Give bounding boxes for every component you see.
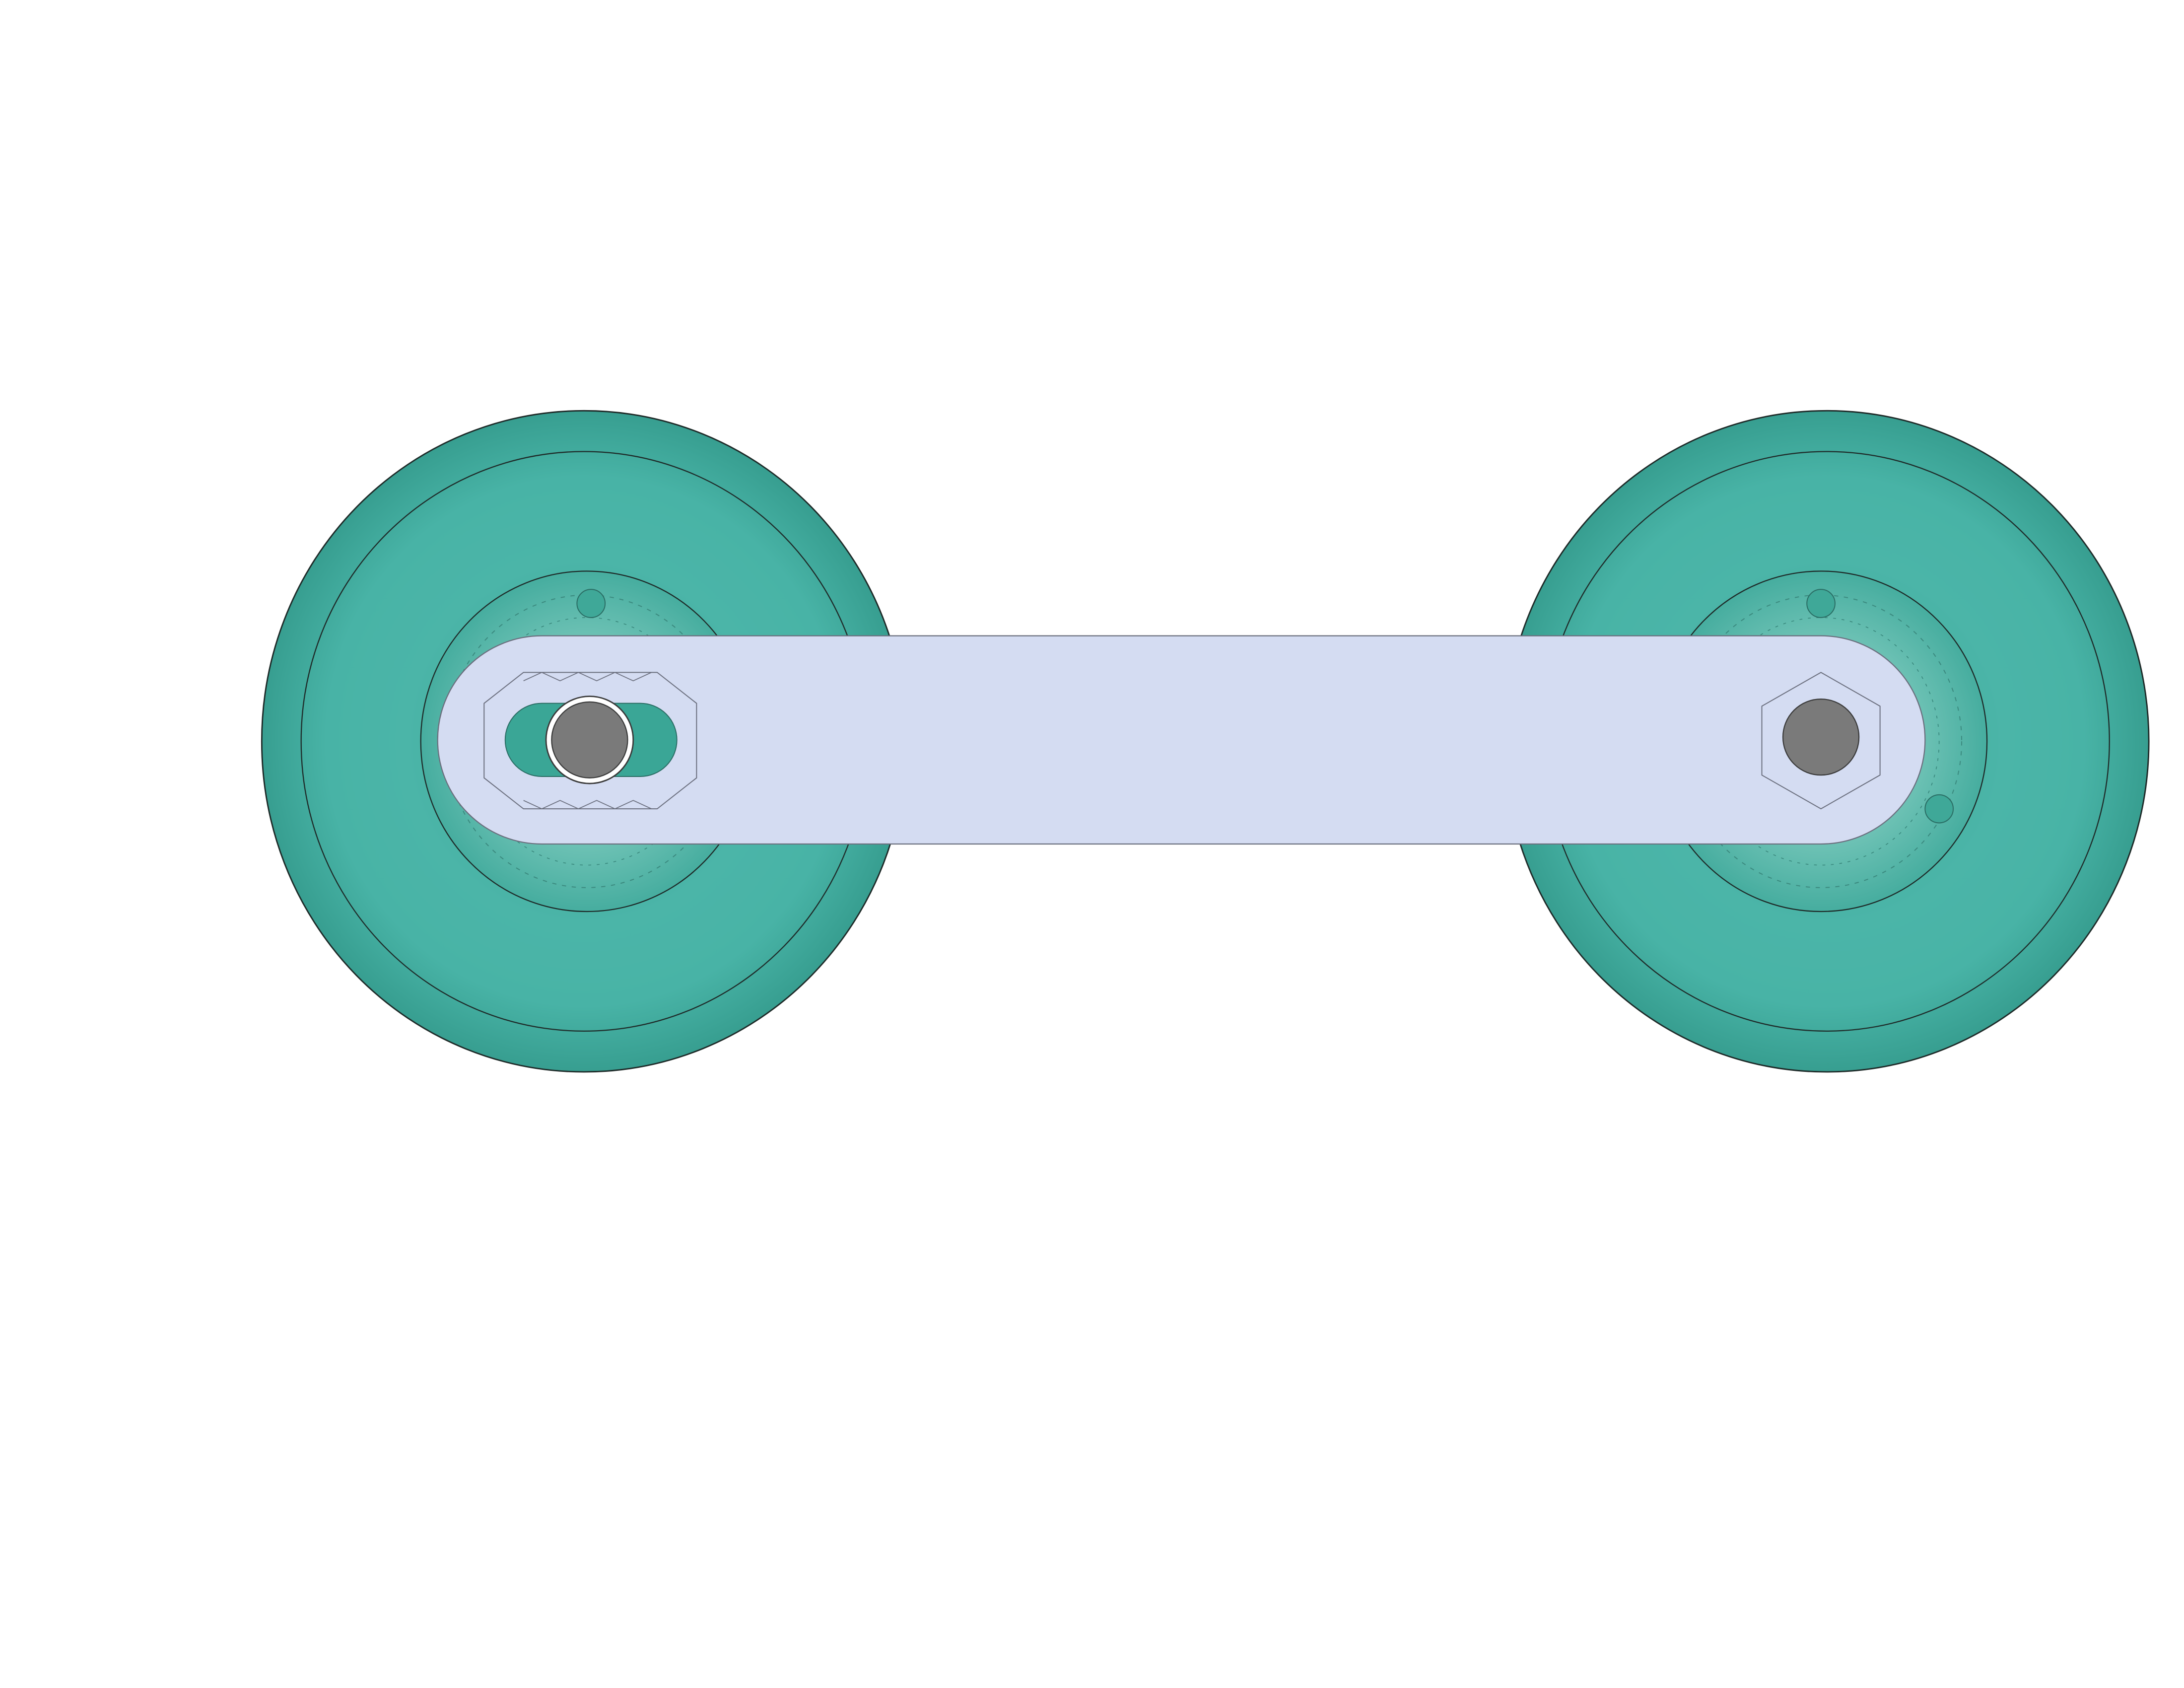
right-hex-nut-outline	[1761, 672, 1881, 810]
left-hex-nut-outline	[483, 672, 697, 810]
fixed-pin	[1782, 699, 1860, 776]
right-wheel-bolt-hole-side	[1924, 794, 1954, 824]
slot-pin	[551, 701, 628, 778]
right-wheel-bolt-hole-top	[1806, 589, 1836, 618]
left-serration-top	[523, 672, 652, 682]
left-wheel-bolt-hole	[576, 589, 606, 618]
left-serration-bottom	[523, 800, 652, 810]
link-arm-body	[437, 635, 1926, 845]
right-wheel-hub-dash-ring	[1680, 594, 1963, 888]
link-arm	[437, 635, 1926, 845]
